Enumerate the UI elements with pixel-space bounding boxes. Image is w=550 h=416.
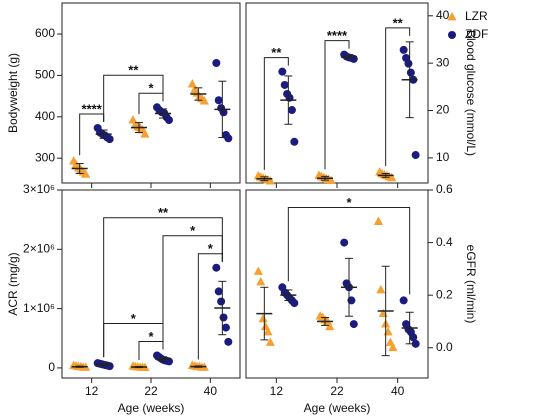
y-tick-label: 10	[436, 150, 450, 164]
x-tick-label: 40	[391, 384, 405, 398]
legend-label: LZR	[465, 9, 488, 23]
data-point	[187, 79, 197, 88]
y-tick-label: 500	[35, 68, 55, 82]
y-tick-label: 0.6	[436, 182, 453, 196]
data-point	[140, 129, 150, 138]
data-point	[388, 342, 398, 352]
x-axis-title: Age (weeks)	[304, 401, 371, 415]
data-point	[383, 326, 393, 336]
significance-bracket	[162, 235, 223, 350]
significance-label: *	[148, 329, 154, 344]
data-point	[290, 299, 299, 308]
data-point	[165, 116, 173, 125]
significance-label: ****	[82, 101, 103, 116]
y-tick-label: 40	[436, 8, 450, 22]
y-tick-label: 0.2	[436, 287, 453, 301]
data-point	[340, 238, 349, 247]
data-point	[349, 320, 358, 329]
data-point	[81, 169, 91, 178]
y-axis-title: eGFR (ml/min)	[464, 245, 478, 324]
data-point	[325, 321, 335, 331]
significance-bracket	[263, 57, 289, 170]
data-point	[253, 266, 263, 275]
data-point	[219, 313, 228, 322]
significance-label: **	[393, 15, 404, 30]
y-tick-label: 2×10⁶	[23, 241, 55, 255]
data-point	[409, 333, 418, 342]
y-tick-label: 30	[436, 55, 450, 69]
significance-label: ****	[327, 28, 348, 43]
data-point	[212, 59, 221, 67]
significance-label: **	[128, 63, 139, 78]
data-point	[290, 137, 299, 146]
y-tick-label: 400	[35, 109, 55, 123]
significance-label: **	[158, 205, 169, 220]
y-tick-label: 20	[436, 103, 450, 117]
significance-label: *	[190, 223, 196, 238]
significance-label: *	[131, 311, 137, 326]
data-point	[387, 172, 397, 182]
y-axis-title: ACR (mg/g)	[6, 252, 20, 315]
data-point	[399, 296, 408, 305]
significance-bracket	[385, 27, 411, 167]
data-point	[256, 277, 266, 286]
significance-bracket	[103, 74, 164, 122]
data-point	[224, 134, 233, 143]
data-point	[378, 308, 388, 317]
data-point	[278, 67, 287, 76]
y-tick-label: 600	[35, 26, 55, 40]
data-point	[214, 96, 223, 105]
data-point	[265, 176, 275, 185]
data-point	[212, 263, 221, 272]
data-point	[224, 337, 233, 346]
x-tick-label: 12	[270, 384, 284, 398]
plot-frame	[61, 189, 241, 379]
y-tick-label: 300	[35, 150, 55, 164]
data-point	[287, 106, 296, 115]
y-tick-label: 3×10⁶	[23, 182, 55, 196]
y-tick-label: 0.4	[436, 235, 453, 249]
data-point	[280, 80, 289, 89]
data-point	[258, 313, 268, 323]
significance-label: *	[346, 195, 352, 210]
significance-label: *	[148, 81, 154, 96]
data-point	[399, 45, 408, 54]
legend-marker	[447, 12, 457, 21]
data-point	[221, 323, 230, 332]
data-point	[326, 175, 336, 185]
data-point	[376, 284, 386, 294]
x-tick-label: 22	[330, 384, 344, 398]
significance-label: *	[208, 241, 214, 256]
data-point	[411, 151, 420, 160]
significance-bracket	[324, 40, 350, 170]
data-point	[217, 297, 226, 306]
y-tick-label: 0.0	[436, 340, 453, 354]
data-point	[411, 339, 420, 348]
y-axis-title: Blood glucose (mmol/L)	[464, 30, 478, 156]
plot-frame	[245, 189, 429, 379]
data-point	[373, 216, 384, 225]
y-axis-title: Bodyweight (g)	[6, 53, 20, 133]
legend-marker	[448, 31, 456, 39]
data-point	[214, 287, 223, 296]
data-point	[263, 326, 273, 336]
significance-bracket	[103, 322, 164, 358]
data-point	[404, 59, 413, 68]
data-point	[105, 135, 114, 144]
significance-label: **	[271, 45, 282, 60]
x-tick-label: 12	[85, 384, 99, 398]
legend-label: ZDF	[465, 27, 488, 41]
y-tick-label: 1×10⁶	[23, 301, 55, 315]
x-tick-label: 40	[204, 384, 218, 398]
significance-bracket	[103, 217, 223, 358]
data-point	[265, 337, 275, 346]
data-point	[406, 68, 415, 77]
data-point	[199, 96, 209, 105]
data-point	[219, 108, 228, 117]
y-tick-label: 0	[48, 360, 55, 374]
significance-bracket	[287, 207, 411, 295]
x-axis-title: Age (weeks)	[118, 401, 185, 415]
x-tick-label: 22	[144, 384, 158, 398]
